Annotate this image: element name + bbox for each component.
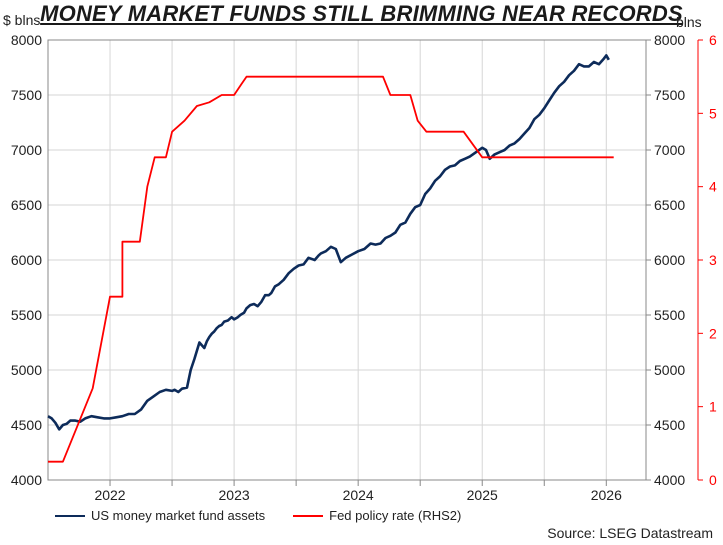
right-tick-label: 5000 [654,362,685,378]
left-tick-label: 5500 [11,307,42,323]
series-layer [47,54,614,463]
right2-tick-label: 1 [709,399,717,415]
legend-item-fed: Fed policy rate (RHS2) [293,508,461,523]
chart-title: MONEY MARKET FUNDS STILL BRIMMING NEAR R… [40,1,683,26]
left-tick-label: 8000 [11,32,42,48]
series-line-fed-rate [48,75,614,463]
left-axis-unit: $ blns [3,12,41,28]
x-tick-label: 2023 [219,487,250,503]
right-tick-label: 8000 [654,32,685,48]
legend-swatch-mmf [55,514,85,517]
left-tick-label: 5000 [11,362,42,378]
x-tick-label: 2022 [94,487,125,503]
legend: US money market fund assets Fed policy r… [55,508,489,523]
right-tick-label: 5500 [654,307,685,323]
right-tick-label: 6500 [654,197,685,213]
left-tick-label: 6000 [11,252,42,268]
right2-tick-label: 4 [709,179,717,195]
axis-labels: 4000 4000 4500 4500 5000 5000 5500 5500 6000 6000… [11,32,717,503]
right-tick-label: 7000 [654,142,685,158]
right2-tick-label: 3 [709,252,717,268]
legend-item-mmf: US money market fund assets [55,508,265,523]
left-tick-label: 7000 [11,142,42,158]
left-tick-label: 6500 [11,197,42,213]
left-tick-label: 4000 [11,472,42,488]
right2-tick-label: 5 [709,105,717,121]
legend-swatch-fed [293,514,324,517]
right-tick-label: 4000 [654,472,685,488]
left-tick-label: 4500 [11,417,42,433]
series-line-mmf-assets [47,54,610,431]
grid-lines [48,40,646,480]
x-tick-label: 2026 [591,487,622,503]
right2-tick-label: 6 [709,32,717,48]
legend-label-mmf: US money market fund assets [91,508,266,523]
right-tick-label: 6000 [654,252,685,268]
legend-label-fed: Fed policy rate (RHS2) [329,508,462,523]
right-tick-label: 7500 [654,87,685,103]
x-tick-label: 2024 [343,487,374,503]
right-tick-label: 4500 [654,417,685,433]
right2-tick-label: 2 [709,325,717,341]
x-tick-label: 2025 [467,487,498,503]
right2-tick-label: 0 [709,472,717,488]
right-axis-unit: blns [676,14,702,30]
source-note: Source: LSEG Datastream [547,525,713,541]
left-tick-label: 7500 [11,87,42,103]
